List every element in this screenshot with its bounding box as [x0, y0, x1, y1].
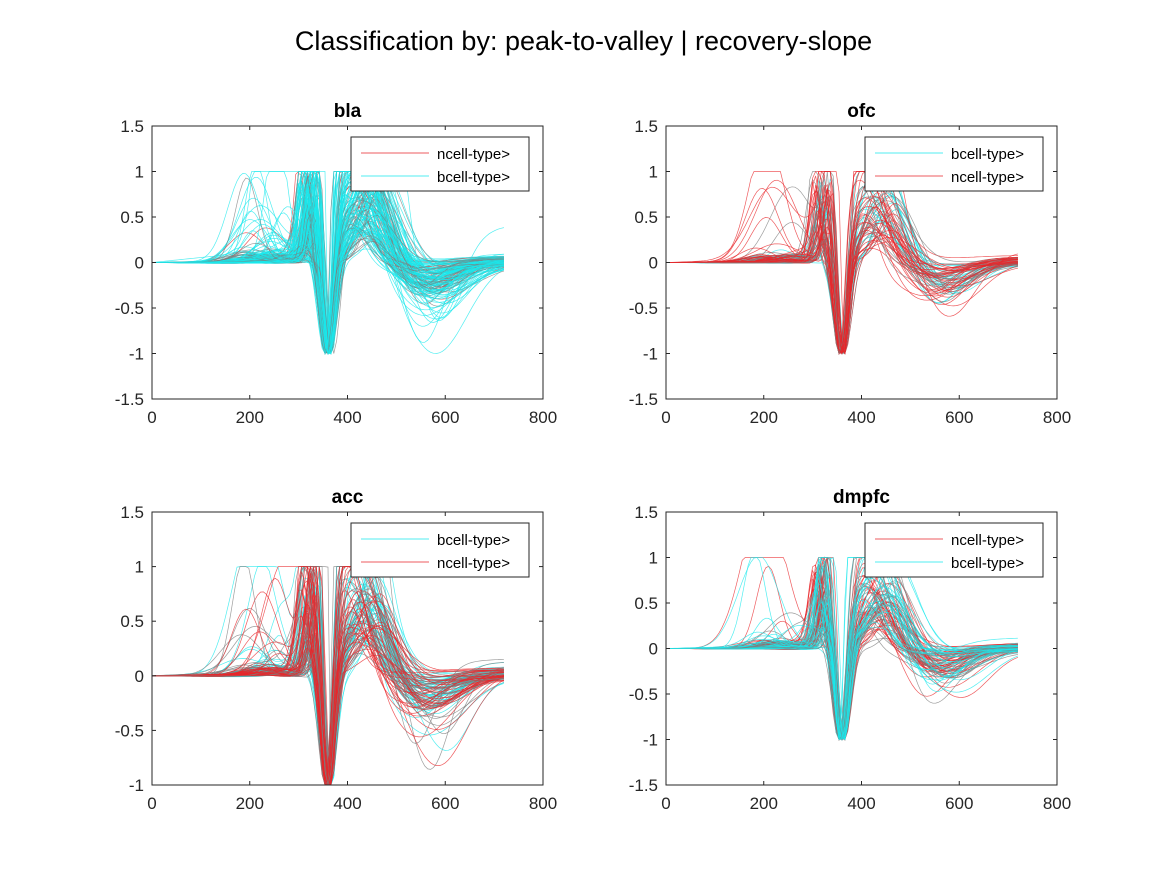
- y-tick-label: -0.5: [115, 721, 144, 740]
- legend-label: ncell-type>: [951, 532, 1024, 549]
- y-tick-label: 0: [135, 254, 144, 273]
- waveform-bcell: [152, 566, 504, 785]
- y-tick-label: -0.5: [629, 299, 658, 318]
- x-tick-label: 800: [529, 408, 557, 427]
- y-tick-label: 0.5: [634, 208, 658, 227]
- y-tick-label: 1: [135, 163, 144, 182]
- y-tick-label: -0.5: [115, 299, 144, 318]
- x-tick-label: 800: [1043, 794, 1071, 813]
- legend-label: bcell-type>: [951, 555, 1024, 572]
- x-tick-label: 200: [236, 408, 264, 427]
- y-tick-label: 0: [649, 640, 658, 659]
- waveform-ncell: [666, 171, 1018, 354]
- y-tick-label: 1: [649, 549, 658, 568]
- waveform-bcell: [152, 171, 504, 355]
- y-tick-label: -1: [643, 731, 658, 750]
- legend: ncell-type> bcell-type>: [864, 522, 1044, 578]
- y-tick-label: 1.5: [634, 503, 658, 522]
- x-tick-label: 600: [431, 408, 459, 427]
- y-tick-label: 1.5: [120, 503, 144, 522]
- legend-label: bcell-type>: [437, 532, 510, 549]
- y-tick-label: -1.5: [115, 390, 144, 409]
- waveform-lines: [152, 565, 505, 785]
- legend-label: bcell-type>: [951, 146, 1024, 163]
- x-tick-label: 600: [945, 408, 973, 427]
- waveform-ncell: [152, 566, 505, 785]
- x-tick-label: 400: [847, 408, 875, 427]
- y-tick-label: -1: [129, 345, 144, 364]
- y-tick-label: 0.5: [120, 208, 144, 227]
- y-tick-label: 1.5: [120, 117, 144, 136]
- waveform-ncell: [666, 206, 1018, 355]
- waveform-ncell: [666, 188, 1018, 354]
- waveform-bcell: [152, 171, 504, 355]
- x-tick-label: 0: [661, 794, 670, 813]
- waveform-ncell: [152, 652, 504, 785]
- figure-title: Classification by: peak-to-valley | reco…: [294, 26, 873, 56]
- x-tick-label: 800: [529, 794, 557, 813]
- waveform-lines: [666, 556, 1019, 741]
- panel-acc: 0 200 400 600 800 1.5 1 0.5 0 -0.5 -1 acc bcell-type…: [115, 487, 557, 813]
- x-tick-label: 600: [431, 794, 459, 813]
- y-tick-label: 1: [649, 163, 658, 182]
- y-tick-label: 0: [135, 667, 144, 686]
- y-tick-label: 1: [135, 558, 144, 577]
- waveform-ncell: [152, 566, 504, 785]
- waveform-ncell: [666, 171, 1018, 355]
- panel-dmpfc: 0 200 400 600 800 1.5 1 0.5 0 -0.5 -1 -1.5 dmpfc ncel…: [629, 487, 1071, 813]
- y-tick-label: 0.5: [120, 612, 144, 631]
- y-tick-label: 0: [649, 254, 658, 273]
- panel-title: dmpfc: [833, 487, 890, 508]
- legend: bcell-type> ncell-type>: [350, 522, 530, 578]
- y-tick-label: 0.5: [634, 594, 658, 613]
- y-tick-label: -1.5: [629, 390, 658, 409]
- y-tick-label: -0.5: [629, 685, 658, 704]
- y-tick-label: -1: [129, 776, 144, 795]
- y-tick-label: -1: [643, 345, 658, 364]
- legend-label: ncell-type>: [437, 555, 510, 572]
- x-tick-label: 0: [147, 408, 156, 427]
- legend: bcell-type> ncell-type>: [864, 136, 1044, 192]
- panel-title: ofc: [847, 101, 876, 122]
- x-tick-label: 400: [333, 794, 361, 813]
- legend-label: bcell-type>: [437, 169, 510, 186]
- waveform-ncell: [666, 192, 1018, 355]
- y-tick-label: -1.5: [629, 776, 658, 795]
- legend-label: ncell-type>: [437, 146, 510, 163]
- x-tick-label: 200: [750, 408, 778, 427]
- panel-bla: 0 200 400 600 800 1.5 1 0.5 0 -0.5 -1 -1.5 bla ncell-…: [115, 101, 557, 427]
- y-tick-label: 1.5: [634, 117, 658, 136]
- waveform-lines: [666, 171, 1019, 355]
- x-tick-label: 400: [847, 794, 875, 813]
- x-tick-label: 0: [147, 794, 156, 813]
- x-tick-label: 0: [661, 408, 670, 427]
- x-tick-label: 600: [945, 794, 973, 813]
- waveform-bcell: [666, 598, 1018, 741]
- legend-label: ncell-type>: [951, 169, 1024, 186]
- x-tick-label: 400: [333, 408, 361, 427]
- x-tick-label: 200: [236, 794, 264, 813]
- waveform-bcell: [666, 557, 1018, 740]
- panel-ofc: 0 200 400 600 800 1.5 1 0.5 0 -0.5 -1 -1.5 ofc bcell-…: [629, 101, 1071, 427]
- waveform-bcell: [152, 566, 505, 785]
- legend: ncell-type> bcell-type>: [350, 136, 530, 192]
- x-tick-label: 200: [750, 794, 778, 813]
- panel-title: acc: [332, 487, 364, 508]
- x-tick-label: 800: [1043, 408, 1071, 427]
- waveform-lines: [152, 170, 505, 355]
- panel-title: bla: [334, 101, 362, 122]
